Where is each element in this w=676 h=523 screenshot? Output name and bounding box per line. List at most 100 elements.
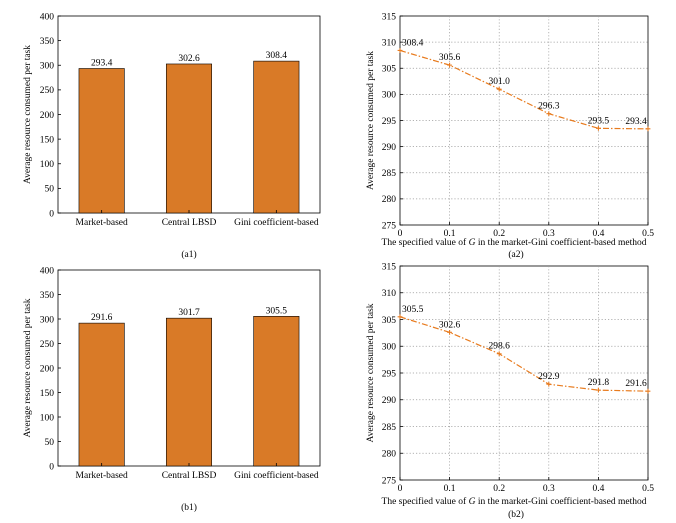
x-tick-label: 0.3 [543,229,555,239]
data-point-marker [546,381,552,387]
y-tick-label: 300 [382,91,397,101]
bar-1 [78,68,125,214]
x-tick-label: Gini coefficient-based [234,470,319,481]
x-tick-label: 0 [398,484,403,494]
bar-3 [253,60,300,214]
panel-b2-line-chart: 275 280 285 290 295 300 305 310 315 Average resou… [366,262,654,520]
y-tick-label: 280 [382,195,397,205]
y-tick-label: 400 [40,12,55,22]
bar-2 [165,317,213,467]
data-point-marker [447,62,452,68]
x-axis-title-part: in the market-Gini coefficient-based met… [475,237,646,248]
data-point-marker [645,388,651,394]
series-line [399,49,649,130]
y-tick-label: 310 [382,38,397,48]
y-tick-label: 150 [40,135,55,145]
data-value-label: 305.6 [439,53,461,63]
y-tick-label: 100 [40,413,55,423]
y-axis-title: Average resource consumed per task [23,45,33,184]
data-point-marker [397,314,403,320]
data-value-label: 291.6 [625,379,647,389]
y-axis-title: Average resource consumed per task [366,303,376,442]
data-value-label: 308.4 [402,38,424,48]
y-tick-label: 400 [40,266,55,276]
x-axis-title-variable: G [469,238,476,248]
x-tick-label: 0.5 [642,484,654,494]
plot-frame [399,15,649,226]
data-point-marker [496,86,502,92]
y-tick-label: 290 [382,143,397,153]
y-tick-label: 315 [382,262,397,272]
x-tick-label: 0.2 [493,229,505,239]
data-point-marker [596,387,601,393]
y-tick-label: 150 [40,389,55,399]
panel-caption: (a2) [508,249,523,260]
y-tick-label: 310 [382,289,397,299]
y-tick-label: 300 [382,343,397,353]
x-tick-label: Central LBSD [162,218,217,228]
y-tick-label: 250 [40,86,55,96]
x-axis-title-part: The specified value of [382,237,469,248]
data-point-marker [496,351,502,357]
y-tick-label: 295 [382,117,397,127]
y-tick-label: 305 [382,65,397,75]
y-tick-label: 315 [382,12,397,22]
x-tick-label: 0.1 [444,484,456,494]
plot-frame [399,265,649,481]
panel-caption: (b2) [508,509,524,520]
bar-3 [253,316,300,467]
x-tick-label: 0.1 [444,229,456,239]
x-tick-label: 0.5 [642,229,654,239]
y-tick-label: 350 [40,37,55,47]
x-axis-title-part: in the market-Gini coefficient-based met… [475,496,646,507]
y-tick-label: 300 [40,62,55,72]
data-value-label: 298.6 [489,342,511,352]
y-tick-label: 200 [40,111,55,121]
bar-value-label: 293.4 [91,59,113,69]
bar-1 [78,322,125,467]
x-tick-label: Gini coefficient-based [234,217,319,228]
data-value-label: 305.5 [402,305,424,315]
y-axis-title: Average resource consumed per task [23,298,33,437]
y-tick-label: 350 [40,291,55,301]
panel-caption: (b1) [181,502,197,513]
x-tick-label: 0 [398,229,403,239]
bar-value-label: 308.4 [266,51,288,61]
panel-caption: (a1) [181,249,196,260]
x-axis-title-part: The specified value of [382,496,469,507]
y-tick-label: 285 [382,169,397,179]
bar-value-label: 301.7 [178,308,200,318]
y-tick-label: 290 [382,396,397,406]
y-tick-label: 275 [382,476,397,486]
x-tick-label: Market-based [76,471,128,481]
panel-a2-line-chart: 275 280 285 290 295 300 305 310 315 Average resou… [366,12,654,260]
data-value-label: 293.5 [588,116,610,126]
bar-value-label: 305.5 [266,306,288,316]
x-tick-label: 0.3 [543,484,555,494]
data-point-marker [447,329,452,335]
x-axis-title: The specified value of G in the market-G… [382,496,647,507]
y-tick-label: 200 [40,364,55,374]
bar-2 [165,63,213,214]
y-tick-label: 100 [40,160,55,170]
data-value-label: 292.9 [538,372,560,382]
x-tick-label: Market-based [76,218,128,228]
x-axis-title: The specified value of G in the market-G… [382,237,647,248]
data-point-marker [546,111,552,117]
data-value-label: 302.6 [439,320,461,330]
data-point-marker [397,48,403,53]
y-tick-label: 0 [49,209,54,219]
y-axis-title: Average resource consumed per task [366,51,376,190]
y-tick-label: 280 [382,450,397,460]
data-value-label: 291.8 [588,378,610,388]
series-line [399,316,649,392]
bar-value-label: 291.6 [91,313,113,323]
data-point-marker [596,125,601,131]
x-tick-label: 0.2 [493,484,505,494]
y-tick-label: 50 [45,185,55,195]
x-tick-label: 0.4 [592,229,604,239]
y-tick-label: 0 [49,462,54,472]
y-tick-label: 295 [382,369,397,379]
y-tick-label: 300 [40,315,55,325]
